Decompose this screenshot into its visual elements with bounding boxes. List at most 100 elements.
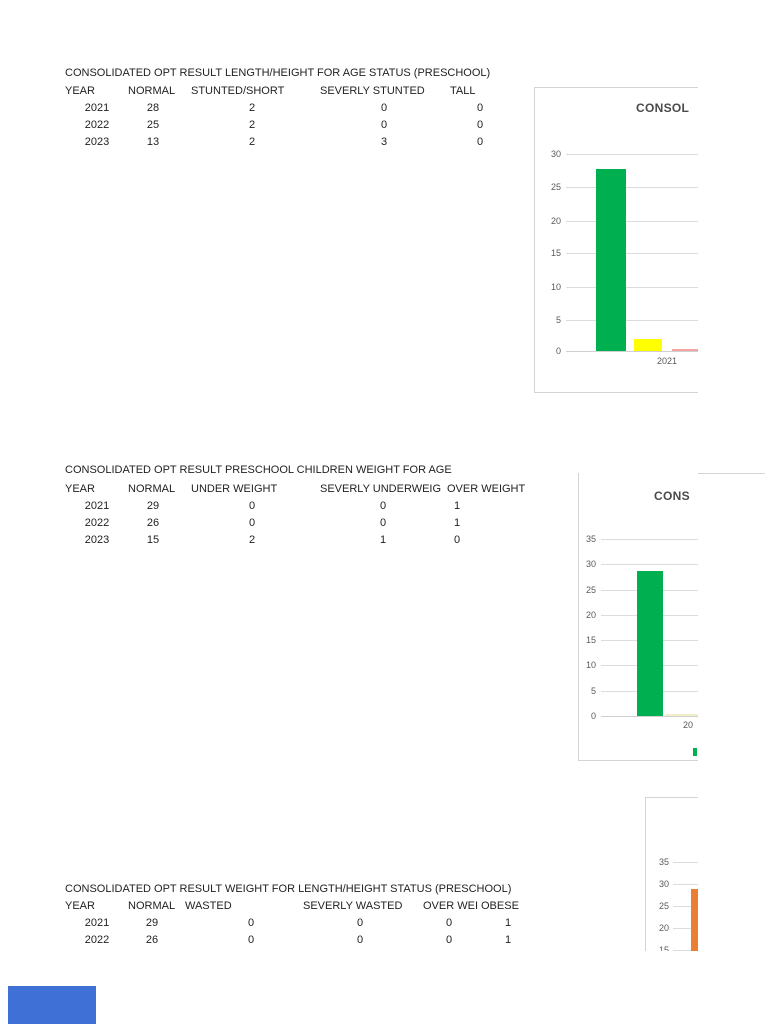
cell-value: 1 [379,534,387,546]
cell-year: 2022 [84,119,110,131]
cell-value: 0 [453,534,461,546]
bar-normal-2021 [691,889,698,951]
y-tick-label: 25 [550,182,561,192]
chart-length-height-for-age: CONSOL 30 25 20 15 10 5 0 2021 [534,87,698,393]
gridline [673,906,698,907]
cell-value: 3 [380,136,388,148]
table-title: CONSOLIDATED OPT RESULT WEIGHT FOR LENGT… [65,883,512,895]
cell-value: 13 [146,136,160,148]
gridline [566,320,698,321]
column-header-stunted: STUNTED/SHORT [191,85,285,97]
column-header-severely-stunted: SEVERLY STUNTED [320,85,425,97]
cell-value: 0 [476,102,484,114]
cell-value: 15 [146,534,160,546]
y-tick-label: 5 [555,315,561,325]
column-header-normal: NORMAL [128,85,176,97]
gridline [566,221,698,222]
gridline [673,928,698,929]
y-tick-label: 20 [585,610,596,620]
cell-value: 1 [504,917,512,929]
y-tick-label: 30 [585,559,596,569]
cell-value: 29 [145,917,159,929]
cell-year: 2021 [84,917,110,929]
x-axis-line [566,351,698,352]
column-header-obese: OBESE [481,900,519,912]
y-tick-label: 25 [658,901,669,911]
cell-value: 2 [248,534,256,546]
gridline [566,253,698,254]
column-header-severely-wasted: SEVERLY WASTED [303,900,403,912]
gridline [601,564,698,565]
y-tick-label: 20 [658,923,669,933]
gridline [673,950,698,951]
chart-title: CONS [654,489,690,503]
column-header-year: YEAR [65,900,95,912]
bar-stunted-2021 [634,339,662,351]
cell-value: 2 [248,119,256,131]
x-tick-label: 20 [683,720,694,730]
y-tick-label: 25 [585,585,596,595]
cell-value: 0 [248,517,256,529]
cell-year: 2021 [84,500,110,512]
cell-value: 0 [356,934,364,946]
bar-underweight-2021 [665,714,698,716]
x-tick-label: 2021 [656,356,678,366]
chart-weight-for-length-height: 35 30 25 20 15 [645,797,698,951]
cell-value: 0 [379,517,387,529]
cell-year: 2022 [84,517,110,529]
cell-value: 1 [504,934,512,946]
y-tick-label: 10 [585,660,596,670]
cell-value: 0 [247,934,255,946]
cell-value: 0 [247,917,255,929]
bar-normal-2021 [596,169,626,351]
column-header-year: YEAR [65,85,95,97]
y-tick-label: 20 [550,216,561,226]
gridline [673,884,698,885]
y-tick-label: 15 [658,945,669,951]
cell-value: 2 [248,136,256,148]
column-header-severely-underweight: SEVERLY UNDERWEIG [320,483,442,495]
y-tick-label: 30 [658,879,669,889]
cell-value: 0 [445,917,453,929]
y-tick-label: 0 [555,346,561,356]
blue-artifact-box [8,986,96,1024]
cell-year: 2023 [84,534,110,546]
table-title: CONSOLIDATED OPT RESULT PRESCHOOL CHILDR… [65,464,452,476]
cell-year: 2022 [84,934,110,946]
cell-value: 1 [453,500,461,512]
cell-value: 0 [380,102,388,114]
cell-value: 0 [476,136,484,148]
gridline [566,154,698,155]
cell-value: 28 [146,102,160,114]
y-tick-label: 15 [550,248,561,258]
cell-value: 0 [379,500,387,512]
y-tick-label: 15 [585,635,596,645]
cell-value: 0 [445,934,453,946]
cell-value: 1 [453,517,461,529]
column-header-normal: NORMAL [128,483,176,495]
gridline [566,287,698,288]
y-tick-label: 30 [550,149,561,159]
table-title: CONSOLIDATED OPT RESULT LENGTH/HEIGHT FO… [65,67,491,79]
cell-value: 26 [145,934,159,946]
legend-marker [693,748,697,756]
column-header-underweight: UNDER WEIGHT [191,483,278,495]
cell-year: 2023 [84,136,110,148]
y-tick-label: 35 [585,534,596,544]
cell-value: 25 [146,119,160,131]
x-axis-line [601,716,698,717]
bar-severely-stunted-2021 [672,349,698,351]
y-tick-label: 10 [550,282,561,292]
column-header-tall: TALL [450,85,476,97]
chart-title: CONSOL [636,101,690,115]
cell-value: 29 [146,500,160,512]
y-tick-label: 5 [590,686,596,696]
cell-value: 0 [356,917,364,929]
cell-value: 0 [248,500,256,512]
gridline [601,539,698,540]
cell-year: 2021 [84,102,110,114]
y-tick-label: 35 [658,857,669,867]
gridline [673,862,698,863]
gridline [566,187,698,188]
column-header-normal: NORMAL [128,900,176,912]
